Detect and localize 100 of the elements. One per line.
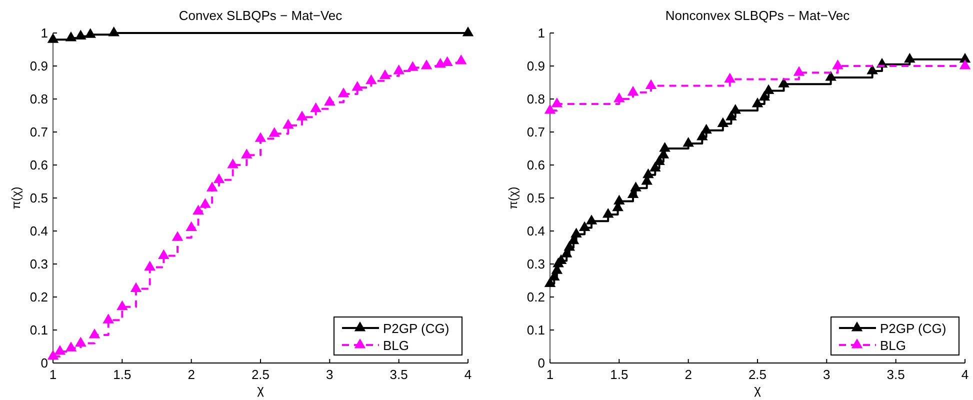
point (379, 69, 391, 80)
y-tick-label: 0.6 (30, 158, 48, 172)
point (310, 102, 322, 112)
point (268, 127, 280, 137)
point (642, 168, 654, 178)
point (213, 173, 225, 184)
y-tick-label: 0.5 (526, 190, 545, 206)
point (959, 59, 971, 70)
y-tick-label: 0.9 (526, 58, 545, 74)
point (866, 64, 878, 74)
y-tick-label: 0 (40, 356, 48, 370)
point (206, 182, 218, 192)
point (570, 228, 582, 238)
point (227, 158, 238, 168)
x-tick-label: 3.5 (390, 367, 408, 382)
point (614, 92, 625, 102)
x-tick-label: 2 (684, 367, 692, 382)
point (762, 84, 774, 94)
point (116, 300, 128, 310)
point (659, 142, 670, 152)
point (407, 61, 418, 71)
point (645, 79, 657, 90)
y-tick-label: 0.1 (526, 322, 545, 338)
point (84, 28, 96, 38)
point (724, 72, 736, 82)
y-tick-label: 0.8 (30, 92, 48, 106)
point (241, 148, 252, 158)
point (551, 97, 563, 108)
point (578, 221, 590, 231)
x-tick-label: 1.5 (610, 367, 628, 382)
point (186, 221, 197, 231)
point (54, 344, 66, 355)
point (102, 314, 114, 324)
x-tick-label: 1.5 (113, 367, 132, 382)
point (462, 26, 474, 36)
point (366, 74, 377, 84)
y-axis-title: π(χ) (9, 186, 23, 210)
point (296, 110, 308, 120)
x-tick-label: 3 (326, 367, 334, 382)
point (172, 231, 184, 241)
point (75, 30, 86, 40)
point (108, 26, 120, 36)
y-tick-label: 0.7 (526, 124, 545, 140)
point (564, 240, 575, 251)
x-axis-title: χ (754, 382, 762, 397)
point (75, 336, 86, 346)
y-tick-label: 0.2 (30, 290, 48, 304)
point (130, 282, 142, 292)
chart-title: Convex SLBQPs − Mat−Vec (178, 8, 343, 23)
y-tick-label: 0.4 (526, 224, 545, 238)
point (393, 64, 404, 74)
y-tick-label: 0.3 (526, 256, 545, 272)
y-tick-label: 0.7 (30, 124, 48, 140)
point (700, 124, 712, 134)
point (442, 56, 453, 66)
point (254, 132, 266, 142)
legend-label: P2GP (CG) (880, 321, 946, 336)
point (65, 342, 77, 352)
y-tick-label: 0.4 (30, 224, 48, 238)
x-axis-title: χ (257, 382, 264, 397)
legend-label: BLG (880, 338, 906, 353)
point (420, 59, 432, 70)
point (47, 350, 59, 360)
point (825, 71, 836, 81)
point (630, 182, 642, 192)
legend-label: P2GP (CG) (383, 321, 450, 336)
point (586, 214, 598, 224)
point (88, 328, 100, 338)
point (65, 31, 77, 42)
y-tick-label: 0.2 (526, 290, 545, 304)
point (158, 249, 170, 260)
point (544, 104, 556, 114)
y-tick-label: 0.6 (526, 158, 545, 172)
point (200, 198, 211, 208)
y-tick-label: 1 (40, 26, 48, 40)
point (352, 80, 363, 91)
point (654, 155, 665, 165)
point (602, 208, 614, 218)
point (338, 88, 350, 98)
point (324, 96, 336, 106)
y-tick-label: 0.9 (30, 58, 48, 74)
point (778, 78, 790, 88)
y-tick-label: 1 (538, 26, 545, 40)
x-tick-label: 2.5 (748, 367, 767, 382)
point (282, 118, 294, 129)
point (614, 194, 625, 205)
y-tick-label: 0.8 (526, 92, 545, 106)
x-tick-label: 4 (464, 367, 472, 382)
point (717, 117, 729, 128)
x-tick-label: 3.5 (886, 367, 905, 382)
point (144, 260, 156, 271)
point (455, 54, 467, 64)
point (730, 104, 741, 114)
y-tick-label: 0.3 (30, 256, 48, 272)
y-tick-label: 0 (538, 356, 545, 370)
point (793, 66, 805, 76)
chart-title: Nonconvex SLBQPs − Mat−Vec (665, 8, 850, 23)
point (726, 110, 737, 120)
legend-label: BLG (383, 338, 410, 353)
y-tick-label: 0.5 (30, 190, 48, 206)
